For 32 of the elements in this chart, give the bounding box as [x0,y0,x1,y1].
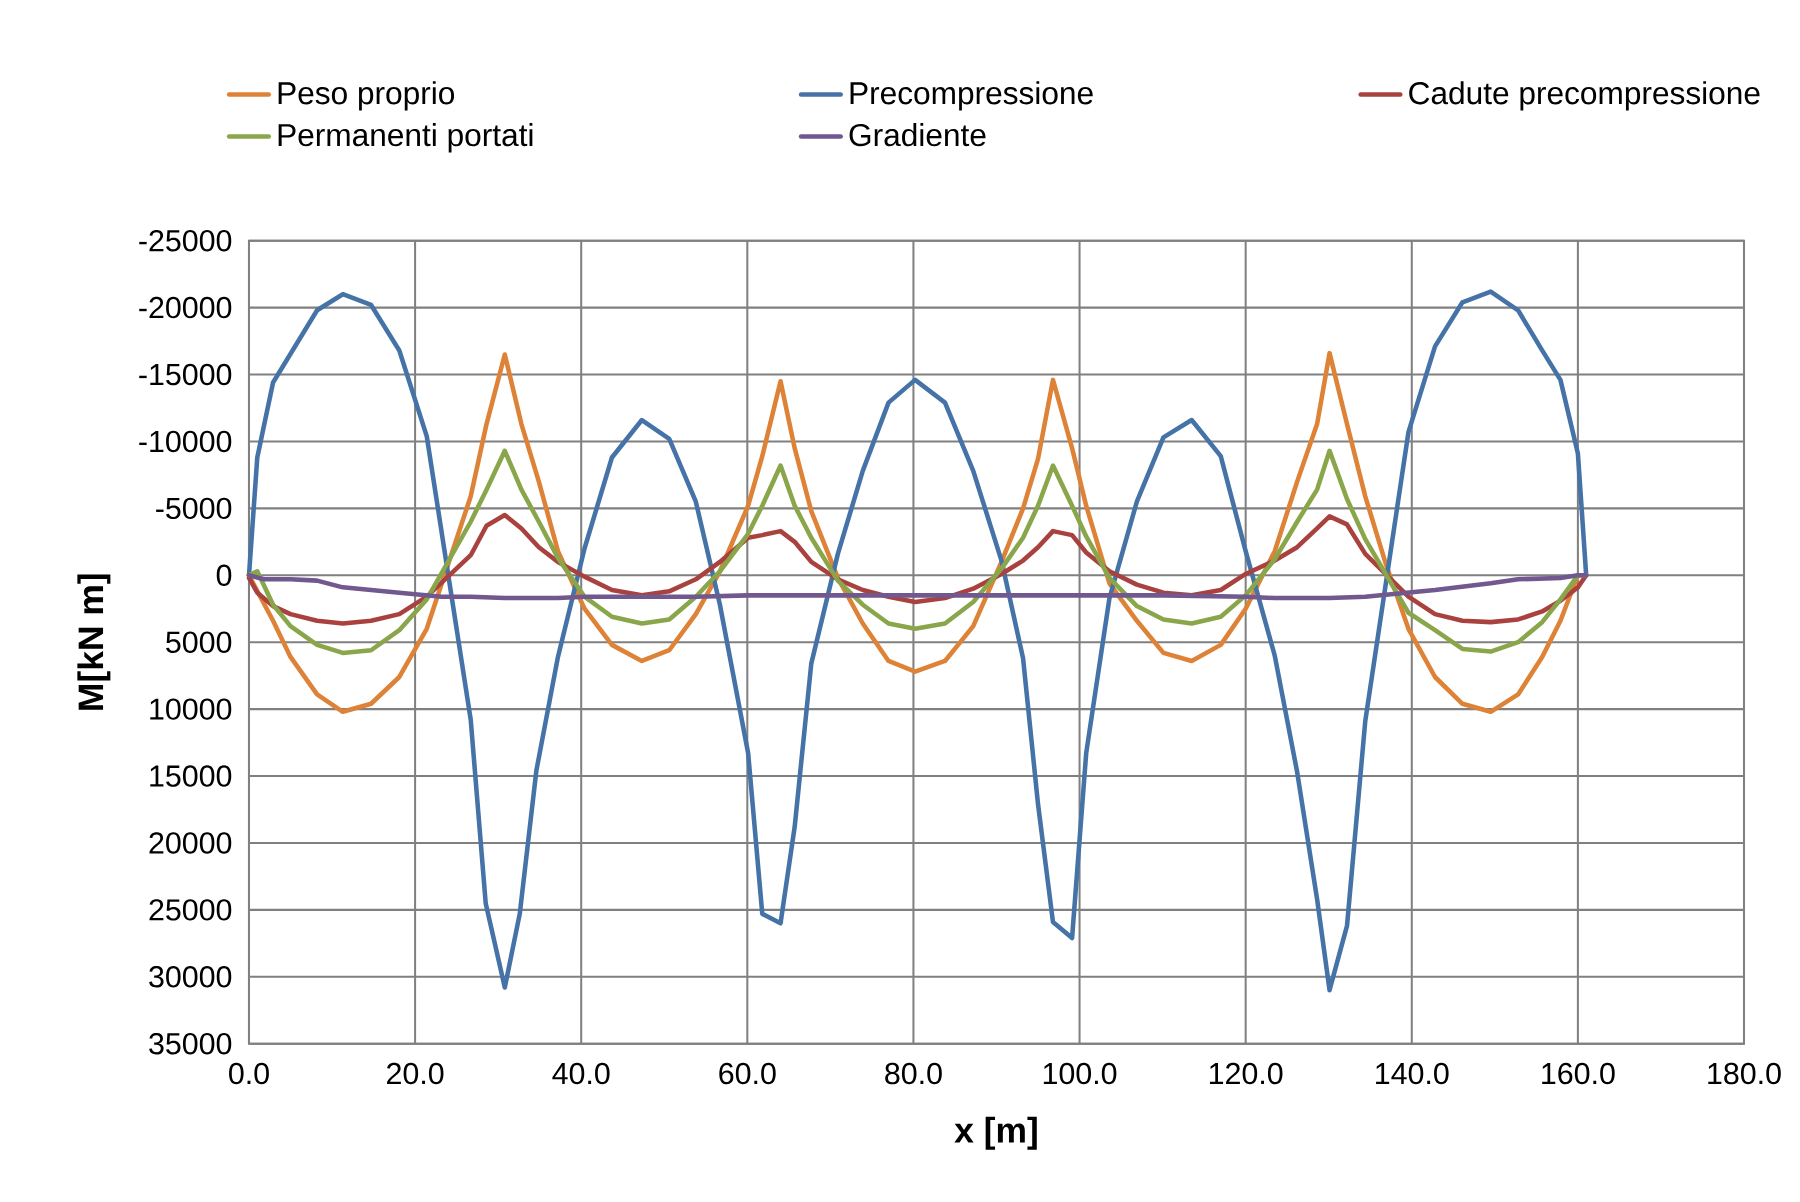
x-tick-label: 140.0 [1376,1062,1449,1085]
legend-label: Cadute precompressione [1409,81,1760,111]
y-tick-label: -25000 [139,230,232,252]
y-tick-label: 25000 [149,899,232,921]
y-tick-label: 35000 [149,1033,232,1055]
x-tick-label: 40.0 [552,1062,610,1085]
y-axis-title: M[kN m] [77,574,111,710]
x-tick-label: 80.0 [885,1062,942,1085]
y-tick-label: 0 [216,564,232,587]
x-axis-title: x [m] [954,1116,1037,1150]
x-tick-label: 100.0 [1043,1062,1117,1085]
y-tick-label: -10000 [139,430,232,453]
y-tick-label: -20000 [139,297,232,319]
x-tick-label: 0.0 [229,1062,269,1085]
y-tick-label: 10000 [150,698,232,721]
y-tick-label: 30000 [149,966,232,988]
legend-label: Permanenti portati [278,123,533,153]
legend-label: Peso proprio [278,81,455,111]
line-series [246,573,1589,601]
legend-label: Gradiente [849,123,986,147]
line-series [246,289,1589,993]
legend-label: Precompressione [850,81,1093,111]
y-tick-label: 15000 [150,765,232,787]
x-tick-label: 160.0 [1542,1062,1615,1085]
y-tick-label: 5000 [166,631,232,654]
x-tick-label: 60.0 [719,1062,776,1085]
y-tick-label: 20000 [149,832,232,854]
y-tick-label: -5000 [156,497,232,520]
x-tick-label: 20.0 [387,1062,444,1085]
y-tick-label: -15000 [139,363,232,386]
x-tick-label: 120.0 [1209,1062,1283,1085]
x-tick-label: 180.0 [1708,1062,1781,1085]
